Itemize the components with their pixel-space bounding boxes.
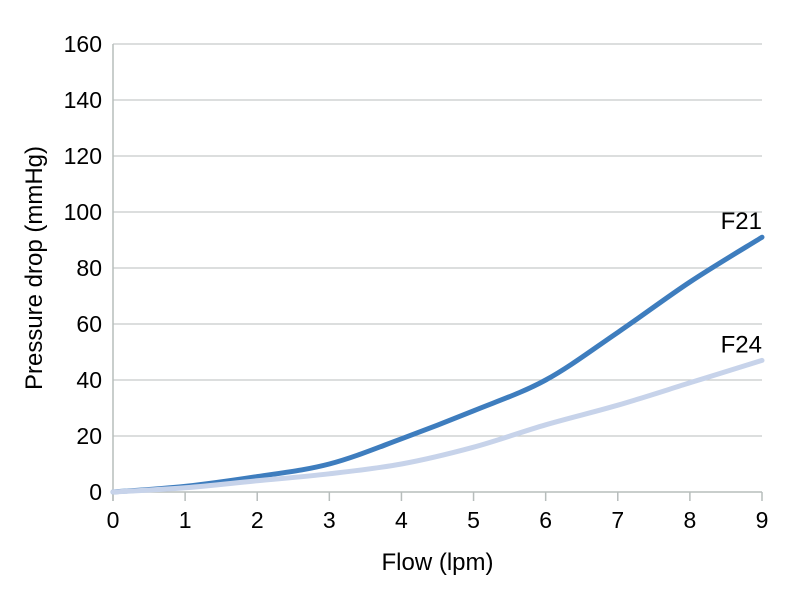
x-tick-label-3: 3 bbox=[323, 507, 336, 533]
y-tick-label-160: 160 bbox=[64, 31, 102, 57]
y-axis-title: Pressure drop (mmHg) bbox=[21, 146, 48, 390]
y-tick-label-40: 40 bbox=[76, 367, 102, 393]
x-axis-title: Flow (lpm) bbox=[382, 549, 494, 576]
x-tick-label-7: 7 bbox=[611, 507, 624, 533]
series-line-F24 bbox=[110, 357, 765, 495]
x-tick-label-0: 0 bbox=[107, 507, 120, 533]
x-tick-label-5: 5 bbox=[467, 507, 480, 533]
series-line-F21 bbox=[110, 234, 765, 495]
y-tick-label-140: 140 bbox=[64, 87, 102, 113]
data-series: F21 F24 bbox=[110, 208, 765, 495]
x-tick-label-4: 4 bbox=[395, 507, 408, 533]
series-label-F21: F21 bbox=[721, 208, 762, 235]
x-tick-label-2: 2 bbox=[251, 507, 264, 533]
y-tick-label-80: 80 bbox=[76, 255, 102, 281]
y-tick-label-120: 120 bbox=[64, 143, 102, 169]
x-tick-label-1: 1 bbox=[179, 507, 192, 533]
y-tick-label-20: 20 bbox=[76, 423, 102, 449]
y-tick-label-0: 0 bbox=[89, 479, 102, 505]
x-tick-label-9: 9 bbox=[756, 507, 769, 533]
tick-labels: 0 1 2 3 4 5 6 7 8 9 0 20 40 60 80 100 120 140 160 bbox=[64, 31, 769, 533]
y-tick-label-100: 100 bbox=[64, 199, 102, 225]
y-tick-label-60: 60 bbox=[76, 311, 102, 337]
axes bbox=[112, 44, 763, 501]
x-tick-label-6: 6 bbox=[539, 507, 552, 533]
x-tick-label-8: 8 bbox=[683, 507, 696, 533]
series-label-F24: F24 bbox=[721, 331, 762, 358]
gridlines bbox=[113, 43, 762, 437]
